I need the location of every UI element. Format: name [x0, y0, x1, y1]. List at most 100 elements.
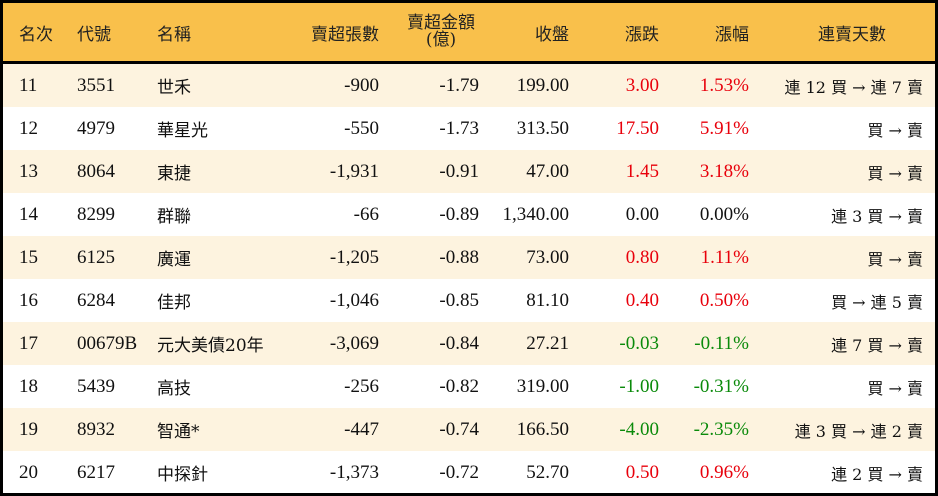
net-sell-lots-cell: -1,205 — [329, 246, 379, 268]
code-cell: 5439 — [77, 375, 115, 397]
net-sell-amount-cell: -0.89 — [439, 203, 479, 225]
rank-cell: 11 — [19, 74, 38, 96]
net-sell-lots-cell: -1,046 — [329, 289, 379, 311]
change-pct-cell: 0.00% — [699, 203, 749, 225]
rank-cell: 16 — [19, 289, 38, 311]
streak-cell: 買 → 賣 — [867, 378, 923, 398]
net-sell-amount-cell: -0.74 — [439, 418, 479, 440]
close-price-cell: 166.50 — [516, 418, 569, 440]
change-cell: 3.00 — [625, 74, 659, 96]
header-net-sell-amount-line2: (億) — [425, 30, 457, 50]
header-net-sell-lots: 賣超張數 — [311, 24, 379, 45]
code-cell: 3551 — [77, 74, 115, 96]
streak-cell: 買 → 連 5 賣 — [831, 292, 923, 312]
rank-cell: 15 — [19, 246, 38, 268]
change-pct-cell: 0.96% — [699, 461, 749, 483]
streak-cell: 買 → 賣 — [867, 249, 923, 269]
change-cell: -4.00 — [619, 418, 659, 440]
change-pct-cell: -0.31% — [693, 375, 749, 397]
close-price-cell: 27.21 — [526, 332, 569, 354]
table-row: 18 5439 高技 -256 -0.82 319.00 -1.00 -0.31… — [3, 365, 935, 408]
name-cell: 廣運 — [157, 250, 191, 270]
close-price-cell: 47.00 — [526, 160, 569, 182]
rank-cell: 13 — [19, 160, 38, 182]
table-row: 13 8064 東捷 -1,931 -0.91 47.00 1.45 3.18%… — [3, 150, 935, 193]
streak-cell: 連 3 買 → 賣 — [831, 206, 923, 226]
name-cell: 智通* — [157, 422, 200, 442]
change-pct-cell: 0.50% — [699, 289, 749, 311]
change-pct-cell: -2.35% — [693, 418, 749, 440]
name-cell: 東捷 — [157, 164, 191, 184]
table-row: 19 8932 智通* -447 -0.74 166.50 -4.00 -2.3… — [3, 408, 935, 451]
change-cell: 1.45 — [625, 160, 659, 182]
table-row: 14 8299 群聯 -66 -0.89 1,340.00 0.00 0.00%… — [3, 193, 935, 236]
change-cell: 0.50 — [625, 461, 659, 483]
code-cell: 6217 — [77, 461, 115, 483]
close-price-cell: 313.50 — [516, 117, 569, 139]
rank-cell: 17 — [19, 332, 38, 354]
change-pct-cell: -0.11% — [694, 332, 749, 354]
table-row: 17 00679B 元大美債20年 -3,069 -0.84 27.21 -0.… — [3, 322, 935, 365]
streak-cell: 連 12 買 → 連 7 賣 — [784, 77, 923, 97]
rank-cell: 14 — [19, 203, 38, 225]
net-sell-lots-cell: -1,931 — [329, 160, 379, 182]
streak-cell: 連 3 買 → 連 2 賣 — [794, 421, 923, 441]
header-net-sell-amount-line1: 賣超金額 — [407, 13, 475, 33]
header-close: 收盤 — [535, 24, 569, 45]
net-sell-lots-cell: -447 — [344, 418, 379, 440]
header-streak: 連賣天數 — [818, 24, 886, 45]
code-cell: 00679B — [77, 332, 138, 354]
table-row: 16 6284 佳邦 -1,046 -0.85 81.10 0.40 0.50%… — [3, 279, 935, 322]
header-change: 漲跌 — [625, 24, 659, 45]
net-sell-lots-cell: -3,069 — [329, 332, 379, 354]
table-row: 15 6125 廣運 -1,205 -0.88 73.00 0.80 1.11%… — [3, 236, 935, 279]
name-cell: 高技 — [157, 379, 191, 399]
close-price-cell: 199.00 — [516, 74, 569, 96]
close-price-cell: 1,340.00 — [502, 203, 570, 225]
net-sell-amount-cell: -0.84 — [439, 332, 479, 354]
name-cell: 華星光 — [157, 121, 208, 141]
header-rank: 名次 — [19, 24, 53, 45]
change-pct-cell: 1.11% — [700, 246, 749, 268]
name-cell: 元大美債20年 — [157, 336, 264, 356]
code-cell: 8064 — [77, 160, 115, 182]
change-cell: -0.03 — [619, 332, 659, 354]
code-cell: 6284 — [77, 289, 115, 311]
net-sell-lots-cell: -256 — [344, 375, 379, 397]
change-cell: 0.80 — [625, 246, 659, 268]
header-code: 代號 — [77, 24, 111, 45]
net-sell-lots-cell: -66 — [353, 203, 379, 225]
name-cell: 群聯 — [157, 207, 191, 227]
change-cell: -1.00 — [619, 375, 659, 397]
table-row: 11 3551 世禾 -900 -1.79 199.00 3.00 1.53% … — [3, 64, 935, 107]
rank-cell: 18 — [19, 375, 38, 397]
net-sell-amount-cell: -0.72 — [439, 461, 479, 483]
name-cell: 佳邦 — [157, 293, 191, 313]
change-cell: 0.00 — [625, 203, 659, 225]
header-change-pct: 漲幅 — [715, 24, 749, 45]
table-row: 12 4979 華星光 -550 -1.73 313.50 17.50 5.91… — [3, 107, 935, 150]
table-header: 名次 代號 名稱 賣超張數 賣超金額 (億) 收盤 漲跌 漲幅 連賣天數 — [3, 3, 935, 64]
code-cell: 4979 — [77, 117, 115, 139]
net-sell-amount-cell: -0.88 — [439, 246, 479, 268]
header-name: 名稱 — [157, 24, 191, 45]
net-sell-amount-cell: -0.82 — [439, 375, 479, 397]
net-sell-lots-cell: -900 — [344, 74, 379, 96]
rank-cell: 12 — [19, 117, 38, 139]
change-pct-cell: 5.91% — [699, 117, 749, 139]
change-pct-cell: 1.53% — [699, 74, 749, 96]
name-cell: 中探針 — [157, 465, 208, 485]
header-net-sell-amount: 賣超金額 (億) — [379, 15, 479, 49]
net-sell-lots-cell: -1,373 — [329, 461, 379, 483]
net-sell-amount-cell: -0.85 — [439, 289, 479, 311]
rank-cell: 20 — [19, 461, 38, 483]
table-body: 11 3551 世禾 -900 -1.79 199.00 3.00 1.53% … — [3, 64, 935, 494]
streak-cell: 買 → 賣 — [867, 120, 923, 140]
change-cell: 0.40 — [625, 289, 659, 311]
net-sell-amount-cell: -1.73 — [439, 117, 479, 139]
code-cell: 8299 — [77, 203, 115, 225]
net-sell-amount-cell: -1.79 — [439, 74, 479, 96]
close-price-cell: 73.00 — [526, 246, 569, 268]
streak-cell: 買 → 賣 — [867, 163, 923, 183]
